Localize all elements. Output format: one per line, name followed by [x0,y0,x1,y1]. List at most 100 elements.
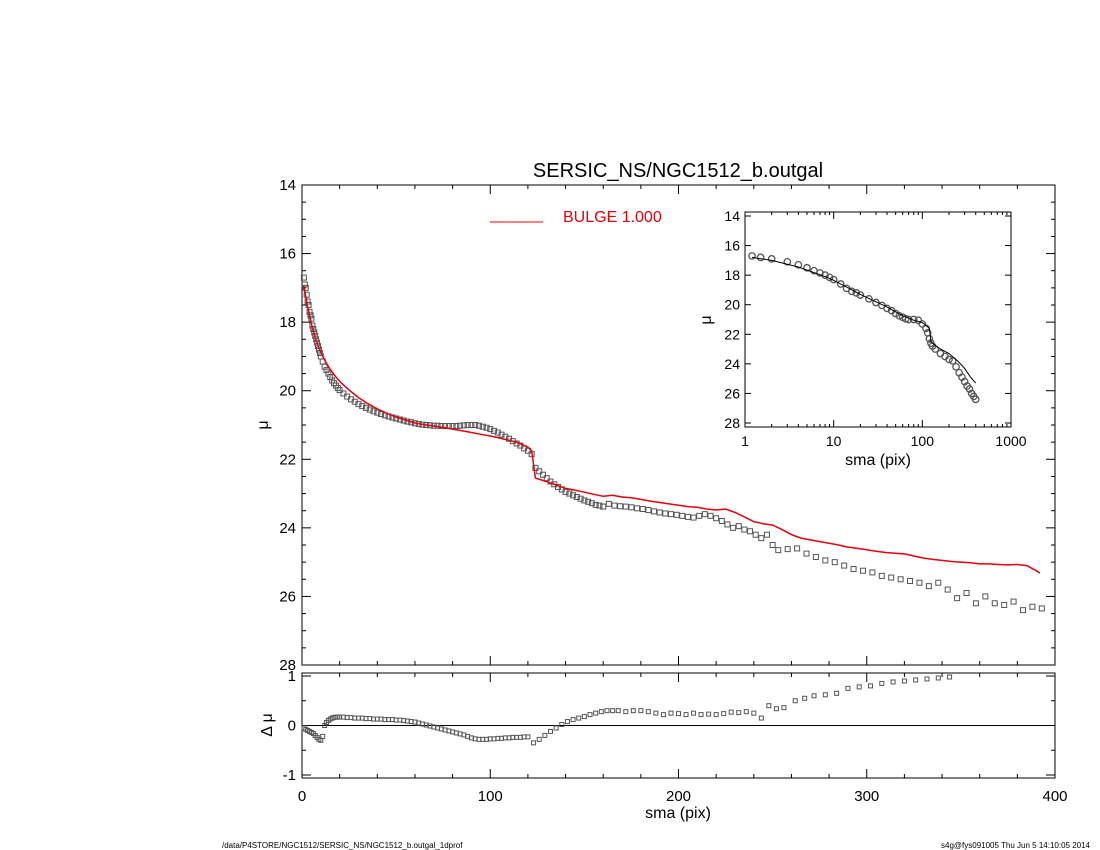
profile-point [327,374,334,380]
x-tick-label: 300 [854,788,879,805]
x-tick-label: 200 [666,788,691,805]
residual-point [536,736,542,742]
inset-y-tick-label: 20 [724,297,740,313]
inset-profile-point [948,357,957,365]
profile-point [577,495,584,502]
profile-point [639,506,646,512]
profile-point [696,512,703,519]
inset-profile-point [909,315,918,324]
residual-point [822,692,828,698]
profile-point [935,579,942,586]
main-y-ticks: 14 16 18 20 22 24 26 28 [279,177,1055,674]
inset-profile-point [756,253,765,262]
profile-point [869,569,876,576]
profile-point [539,471,546,478]
main-x-ticks [301,185,1056,665]
inset-x-tick-label: 100 [911,433,935,449]
profile-point [718,518,725,524]
inset-y-tick-label: 22 [724,326,740,342]
residual-point [564,719,570,725]
profile-point [1029,603,1036,610]
inset-ticks: 14 16 18 20 22 24 26 281 10 100 1000 [724,208,1026,449]
profile-point [713,515,720,522]
profile-point [769,542,776,548]
inset-profile-point [918,320,927,328]
profile-point [359,403,366,410]
residual-point [683,712,689,718]
profile-point [859,567,866,574]
residual-point [879,680,885,686]
residual-point [576,715,582,721]
profile-point [982,593,989,600]
profile-point [457,422,464,429]
profile-point [301,281,308,288]
profile-point [707,512,714,519]
inset-profile-point [829,275,838,284]
profile-point [916,579,923,586]
main-y-tick-label: 14 [279,177,296,194]
residual-y-tick-label: -1 [283,767,296,784]
residual-point [781,705,787,711]
profile-point [475,422,482,429]
profile-point [617,503,624,510]
residual-point [736,710,742,716]
profile-point [673,511,680,518]
profile-point [944,586,951,593]
profile-point [532,464,539,471]
inset-profile-point [767,255,776,263]
residual-point [660,712,666,718]
residual-point [947,674,953,680]
profile-point [667,511,674,518]
profile-point [363,404,370,411]
profile-point [592,501,599,508]
inset-profile-point [945,355,953,364]
residual-y-tick-label: 1 [288,668,296,685]
inset-x-tick-label: 1 [741,433,749,449]
profile-point [566,490,573,497]
profile-point [925,583,932,590]
residual-point [623,709,629,715]
main-y-axis-label: μ [255,420,272,429]
residual-point [713,712,719,718]
profile-point [763,531,770,538]
footer-stamp: s4g@fys091005 Thu Jun 5 14:10:05 2014 [941,841,1091,850]
inset-profile-point [836,280,845,288]
residual-y-tick-label: 0 [288,718,296,735]
residual-point [802,695,808,701]
profile-point [775,547,782,554]
inset-y-tick-label: 28 [724,415,740,431]
profile-point [479,423,486,430]
inset-data-layer [748,252,980,404]
residual-point [773,706,779,712]
profile-point [588,500,595,507]
profile-point [305,302,312,308]
residual-point [691,710,697,716]
profile-point [897,576,904,583]
profile-point [628,504,635,511]
profile-point [651,508,658,515]
residual-y-axis-label: Δ μ [259,713,276,736]
residual-point [751,710,757,716]
residual-point [924,676,930,682]
profile-point [562,488,569,495]
profile-point [758,535,765,542]
residual-point [856,684,862,690]
profile-point [453,423,460,430]
profile-point [954,595,961,602]
residual-point [553,725,559,731]
profile-point [991,600,998,607]
profile-point [321,363,328,370]
profile-point [634,505,641,512]
residual-point [706,711,712,717]
profile-point [784,546,791,553]
inset-profile-point [748,252,756,260]
residual-point [834,690,840,696]
residual-point [766,703,772,709]
residual-point [901,678,907,684]
residual-point [320,733,326,739]
profile-point [300,274,307,281]
profile-point [611,502,618,509]
inset-profile-point [965,385,974,393]
profile-point [850,566,857,572]
residual-point [547,728,553,734]
